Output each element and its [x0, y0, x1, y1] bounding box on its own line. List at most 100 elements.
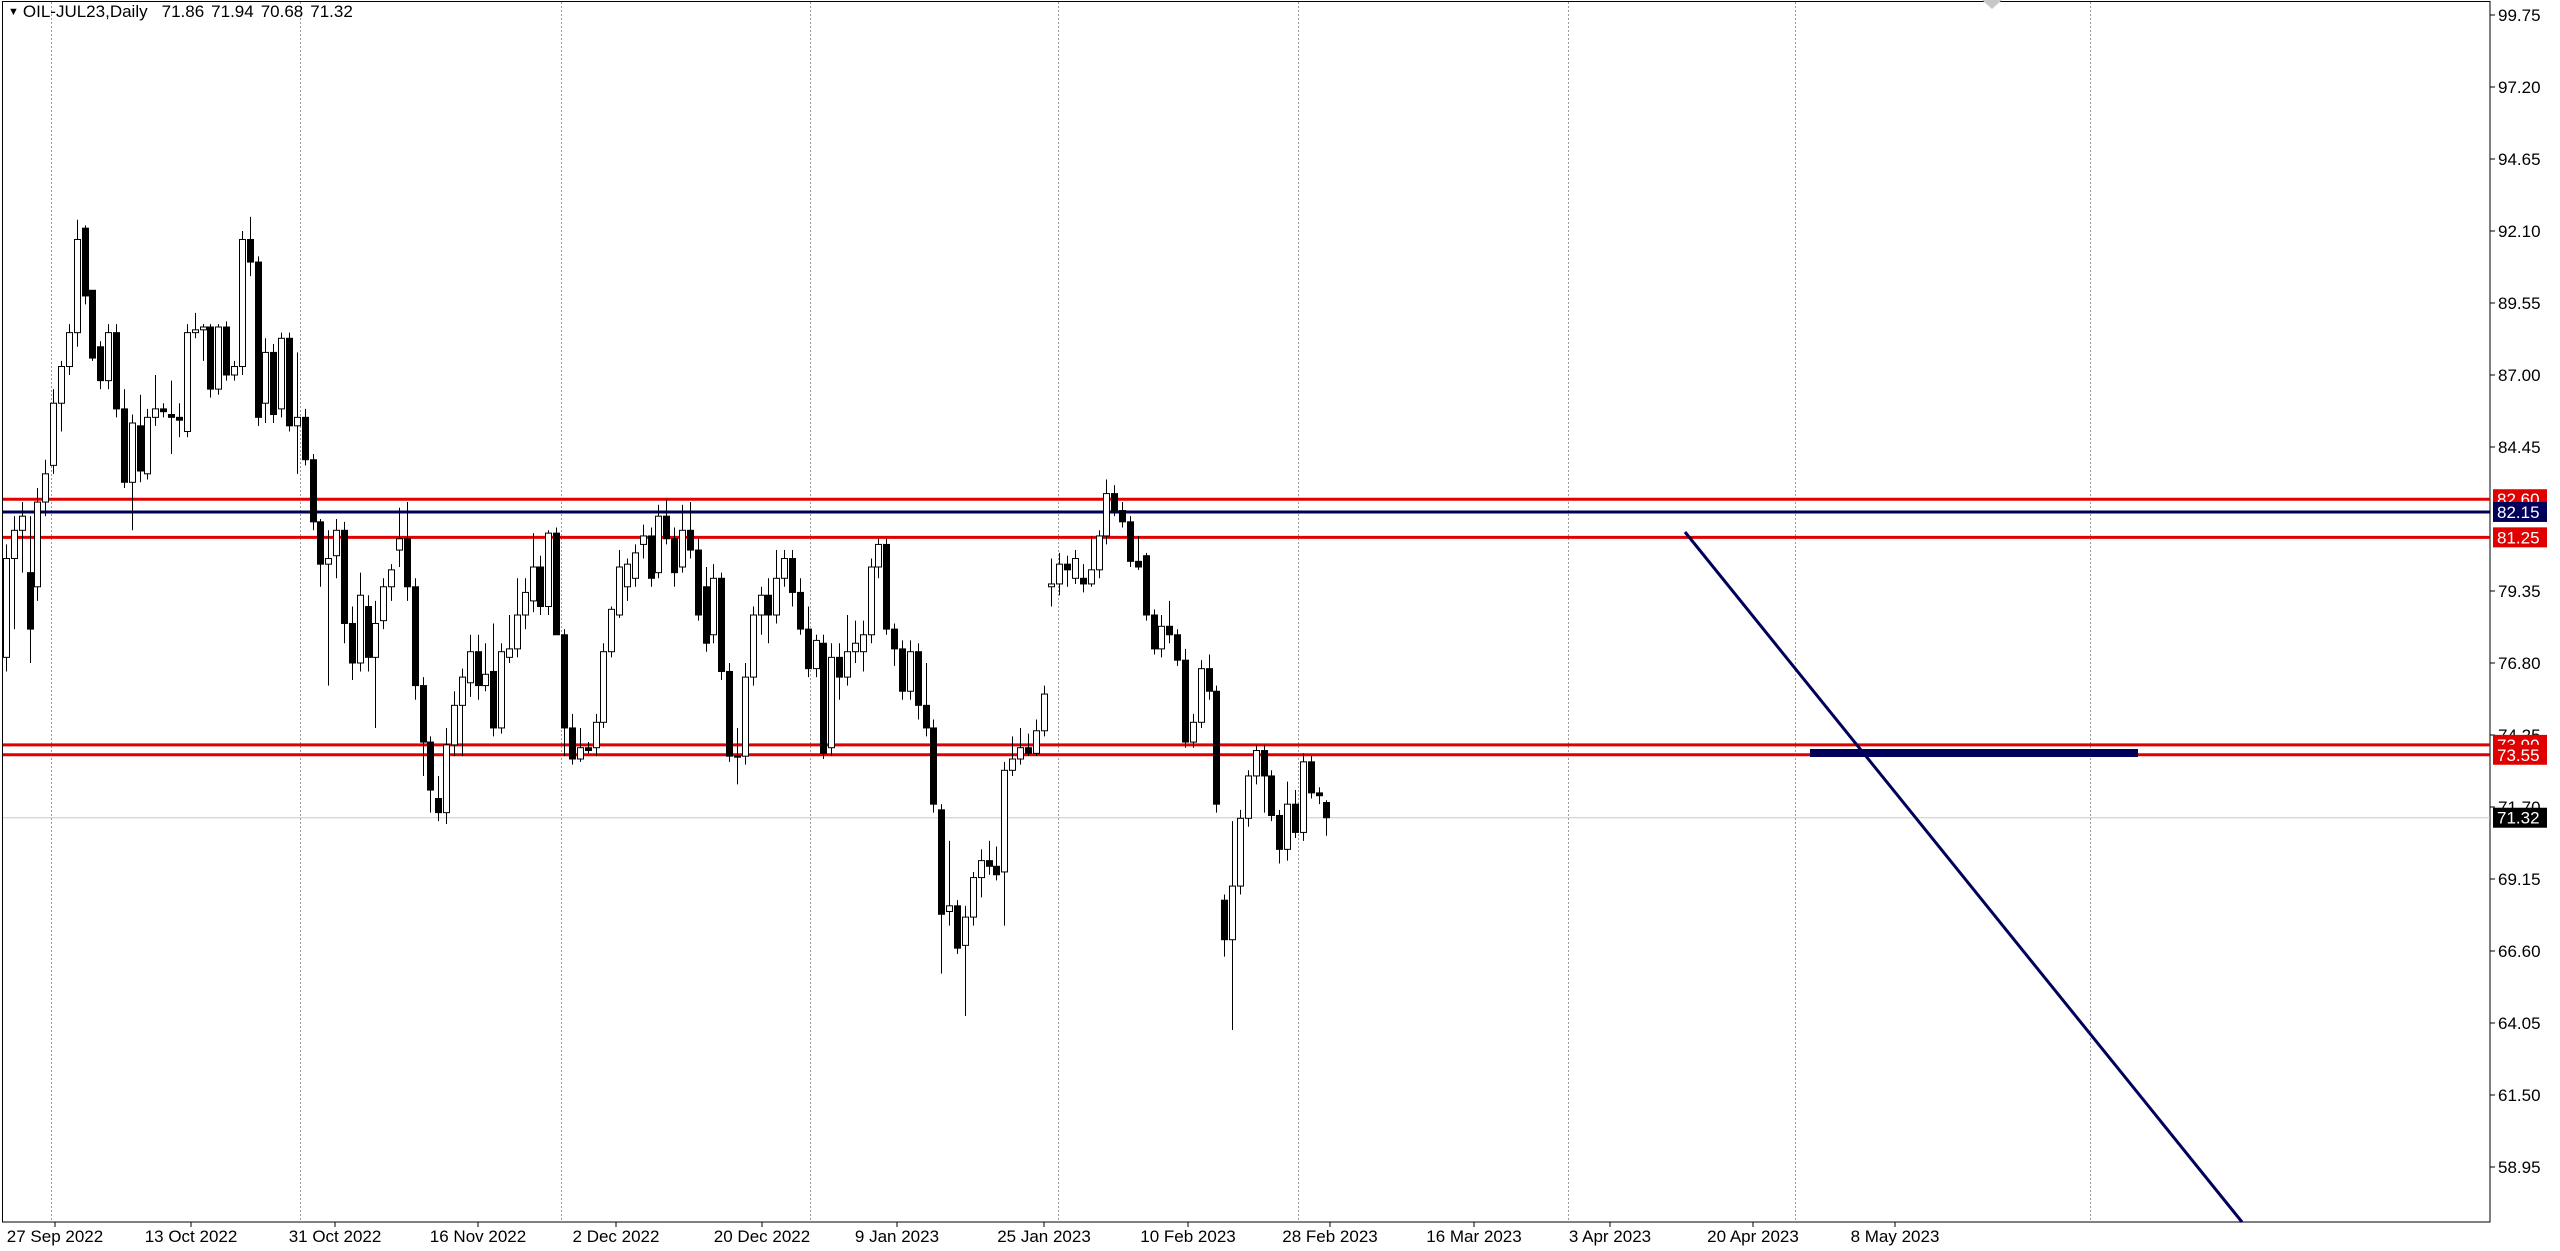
candle-body	[1119, 510, 1126, 523]
candle-body	[270, 351, 277, 416]
candle	[168, 380, 175, 455]
x-axis: 27 Sep 2022 13 Oct 2022 31 Oct 2022 16 Nov …	[7, 1222, 1939, 1246]
candle	[781, 550, 788, 587]
candle-body	[459, 676, 466, 706]
candle-body	[545, 532, 552, 608]
candle-body	[1198, 668, 1205, 723]
candle-body	[239, 238, 246, 368]
candle-body	[710, 577, 717, 636]
candle-body	[50, 402, 57, 466]
candle-body	[1229, 885, 1236, 941]
candle-body	[978, 860, 985, 879]
y-tick-label: 89.55	[2498, 294, 2541, 313]
candle	[459, 668, 466, 757]
x-tick-label: 9 Jan 2023	[855, 1227, 939, 1246]
candle	[1111, 485, 1118, 517]
candle	[537, 555, 544, 615]
candle	[655, 504, 662, 579]
candle	[294, 352, 301, 474]
candle-body	[388, 569, 395, 588]
candle	[482, 643, 489, 692]
candle-body	[74, 238, 81, 334]
candle-body	[1284, 803, 1291, 850]
candle	[1174, 629, 1181, 666]
candle-body	[868, 566, 875, 636]
candle-body	[1158, 625, 1165, 650]
candle	[930, 719, 937, 813]
candle-body	[1276, 814, 1283, 850]
candle	[262, 338, 269, 423]
candle-body	[1292, 803, 1299, 833]
candle	[50, 389, 57, 474]
candle	[891, 623, 898, 666]
candle-body	[1072, 558, 1079, 579]
x-tick-label: 25 Jan 2023	[997, 1227, 1091, 1246]
candle	[1229, 821, 1236, 1031]
candle-body	[82, 227, 89, 297]
x-tick-label: 16 Nov 2022	[430, 1227, 526, 1246]
candle-body	[1143, 555, 1150, 616]
candle-body	[137, 425, 144, 472]
candles	[3, 216, 1330, 1031]
candle-body	[482, 673, 489, 687]
candle-body	[1221, 899, 1228, 941]
candle-body	[1048, 583, 1055, 588]
candle-body	[1127, 521, 1134, 562]
candle-body	[726, 670, 733, 757]
candle-body	[522, 591, 529, 616]
candle-body	[624, 563, 631, 588]
candle-body	[1268, 775, 1275, 816]
candle-body	[718, 577, 725, 672]
candle	[593, 713, 600, 757]
candle-body	[1017, 747, 1024, 760]
candle-body	[789, 558, 796, 593]
candle-body	[1103, 493, 1110, 537]
price-label-text: 82.15	[2497, 503, 2540, 522]
candle	[875, 538, 882, 579]
candle-body	[341, 529, 348, 624]
candle-body	[192, 329, 199, 334]
candle-body	[1088, 569, 1095, 585]
candle-body	[152, 408, 159, 418]
x-tick-label: 10 Feb 2023	[1140, 1227, 1235, 1246]
candle-body	[11, 529, 18, 560]
candle-body	[860, 634, 867, 653]
candle-body	[1001, 769, 1008, 873]
candle-body	[286, 337, 293, 427]
candle-body	[129, 422, 136, 483]
candle-body	[27, 572, 34, 630]
candle-body	[970, 877, 977, 918]
candle-body	[427, 741, 434, 791]
candle	[734, 727, 741, 785]
y-tick-label: 66.60	[2498, 942, 2541, 961]
candle	[349, 606, 356, 680]
candle	[1088, 535, 1095, 587]
candle	[868, 558, 875, 644]
candle	[1119, 502, 1126, 528]
candle-body	[317, 521, 324, 565]
candle-body	[467, 651, 474, 684]
candle-body	[600, 651, 607, 723]
candle	[192, 312, 199, 339]
candle	[1103, 479, 1110, 545]
candle	[357, 572, 364, 672]
candle	[1166, 600, 1173, 644]
candle	[1292, 790, 1299, 839]
candle	[270, 343, 277, 423]
candle-body	[396, 538, 403, 551]
candle	[1127, 516, 1134, 567]
candle-body	[632, 552, 639, 579]
candle	[797, 578, 804, 635]
candle	[247, 216, 254, 277]
candle-body	[687, 529, 694, 551]
candle	[938, 804, 945, 974]
x-tick-label: 27 Sep 2022	[7, 1227, 103, 1246]
candle	[765, 578, 772, 644]
x-tick-label: 31 Oct 2022	[289, 1227, 382, 1246]
candle-body	[310, 459, 317, 523]
collapse-triangle-icon[interactable]: ▼	[8, 6, 19, 18]
candle	[1151, 609, 1158, 655]
candle-body	[852, 642, 859, 653]
y-tick-label: 99.75	[2498, 6, 2541, 25]
